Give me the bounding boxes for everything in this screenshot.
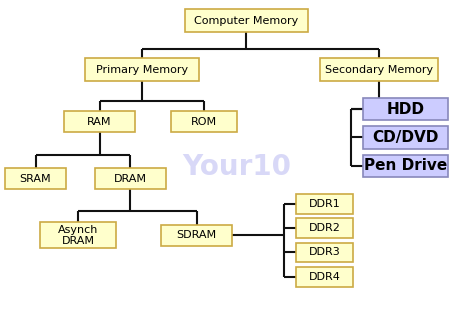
Text: ROM: ROM (191, 117, 217, 127)
Text: CD/DVD: CD/DVD (372, 130, 438, 145)
FancyBboxPatch shape (363, 155, 448, 177)
FancyBboxPatch shape (95, 168, 166, 189)
Text: SDRAM: SDRAM (177, 230, 217, 240)
FancyBboxPatch shape (296, 194, 353, 214)
FancyBboxPatch shape (185, 9, 308, 32)
Text: DDR2: DDR2 (309, 223, 341, 233)
Text: DRAM: DRAM (114, 173, 147, 184)
Text: RAM: RAM (87, 117, 112, 127)
Text: Your10: Your10 (182, 154, 292, 181)
Text: SRAM: SRAM (20, 173, 51, 184)
FancyBboxPatch shape (296, 218, 353, 238)
Text: Secondary Memory: Secondary Memory (325, 64, 433, 75)
Text: Primary Memory: Primary Memory (96, 64, 188, 75)
Text: Asynch
DRAM: Asynch DRAM (58, 225, 99, 246)
Text: DDR4: DDR4 (309, 272, 341, 282)
FancyBboxPatch shape (363, 126, 448, 149)
FancyBboxPatch shape (296, 243, 353, 262)
FancyBboxPatch shape (171, 111, 237, 132)
Text: Pen Drive: Pen Drive (364, 158, 447, 173)
Text: DDR1: DDR1 (309, 199, 340, 209)
FancyBboxPatch shape (296, 267, 353, 287)
FancyBboxPatch shape (161, 225, 232, 246)
FancyBboxPatch shape (320, 58, 438, 81)
FancyBboxPatch shape (363, 98, 448, 120)
FancyBboxPatch shape (40, 222, 116, 248)
FancyBboxPatch shape (64, 111, 135, 132)
FancyBboxPatch shape (85, 58, 199, 81)
Text: Computer Memory: Computer Memory (194, 15, 299, 26)
FancyBboxPatch shape (5, 168, 66, 189)
Text: HDD: HDD (386, 101, 424, 117)
Text: DDR3: DDR3 (309, 247, 340, 258)
